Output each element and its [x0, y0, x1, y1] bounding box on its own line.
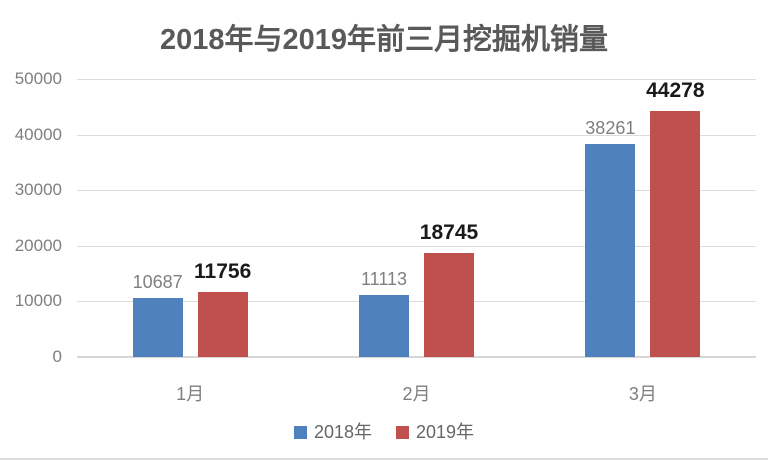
chart-title: 2018年与2019年前三月挖掘机销量	[159, 24, 609, 56]
legend-item-2018年: 2018年	[293, 422, 372, 442]
legend-swatch-icon	[293, 425, 307, 439]
data-label-2019年-3月: 44278	[646, 78, 705, 102]
x-axis-tick-label-2月: 2月	[402, 384, 431, 404]
gridline-0	[77, 356, 756, 358]
legend-label: 2018年	[313, 422, 372, 442]
legend-item-2019年: 2019年	[396, 422, 474, 442]
gridline-40000	[77, 134, 756, 136]
chart-frame-bottom-border	[0, 458, 768, 460]
data-label-2018年-3月: 38261	[585, 118, 636, 139]
gridline-50000	[77, 79, 756, 80]
y-axis-tick-label: 40000	[14, 124, 62, 144]
bar-2018年-1月	[132, 297, 183, 357]
bar-2019年-1月	[197, 291, 248, 357]
gridline-10000	[77, 301, 756, 303]
y-axis-tick-label: 50000	[14, 69, 62, 88]
data-label-2018年-2月: 11113	[360, 269, 408, 290]
bar-2019年-2月	[424, 252, 474, 357]
gridline-30000	[77, 190, 756, 192]
y-axis-tick-label: 10000	[14, 291, 62, 311]
x-axis-tick-label-3月: 3月	[628, 384, 657, 404]
legend-label: 2019年	[416, 422, 475, 442]
y-axis-tick-label: 30000	[14, 180, 62, 200]
y-axis-tick-label: 20000	[14, 235, 62, 255]
y-axis-tick-label: 0	[52, 347, 62, 366]
gridline-20000	[77, 245, 756, 247]
data-label-2019年-2月: 18745	[419, 220, 479, 244]
legend: 2018年 2019年	[0, 422, 768, 442]
data-label-2019年-1月: 11756	[194, 259, 252, 283]
x-axis-tick-label-1月: 1月	[176, 384, 205, 404]
bar-2019年-3月	[650, 110, 701, 357]
legend-swatch-icon	[396, 425, 409, 439]
bar-2018年-2月	[359, 295, 409, 357]
bar-2018年-3月	[585, 144, 636, 357]
data-label-2018年-1月: 10687	[132, 271, 183, 292]
